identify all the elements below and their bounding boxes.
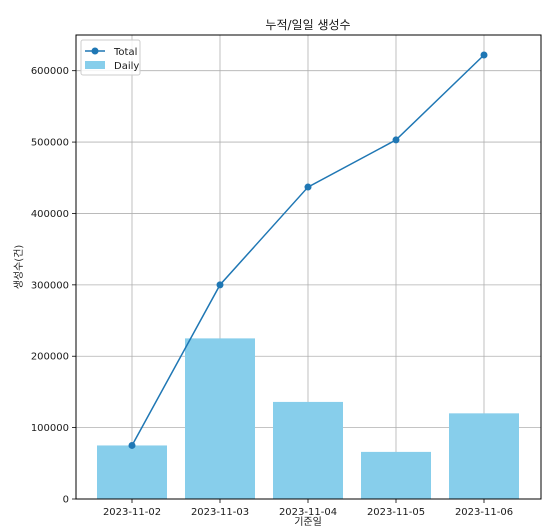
bar-daily — [273, 402, 343, 499]
bar-daily — [185, 338, 255, 499]
y-tick-label: 100000 — [31, 423, 69, 434]
y-tick-label: 0 — [63, 495, 69, 506]
point-total — [393, 136, 400, 143]
y-tick-label: 400000 — [31, 209, 69, 220]
point-total — [217, 281, 224, 288]
point-total — [481, 51, 488, 58]
bar-daily — [449, 413, 519, 499]
legend-total-label: Total — [113, 47, 137, 58]
y-tick-label: 300000 — [31, 280, 69, 291]
legend-line-marker — [92, 48, 99, 55]
legend: Total Daily — [81, 40, 140, 75]
y-tick-label: 500000 — [31, 138, 69, 149]
y-tick-label: 600000 — [31, 66, 69, 77]
x-tick-label: 2023-11-03 — [191, 507, 249, 518]
point-total — [129, 442, 136, 449]
x-axis-label: 기준일 — [294, 516, 322, 527]
x-tick-label: 2023-11-05 — [367, 507, 425, 518]
bar-daily — [361, 452, 431, 499]
x-tick-label: 2023-11-02 — [103, 507, 161, 518]
legend-daily-label: Daily — [114, 61, 139, 72]
y-axis-label: 생성수(건) — [13, 245, 25, 290]
point-total — [305, 184, 312, 191]
y-tick-label: 200000 — [31, 352, 69, 363]
bar-daily — [97, 445, 167, 499]
x-tick-label: 2023-11-06 — [455, 507, 513, 518]
chart-title: 누적/일일 생성수 — [265, 18, 350, 32]
legend-bar-swatch — [85, 61, 105, 69]
